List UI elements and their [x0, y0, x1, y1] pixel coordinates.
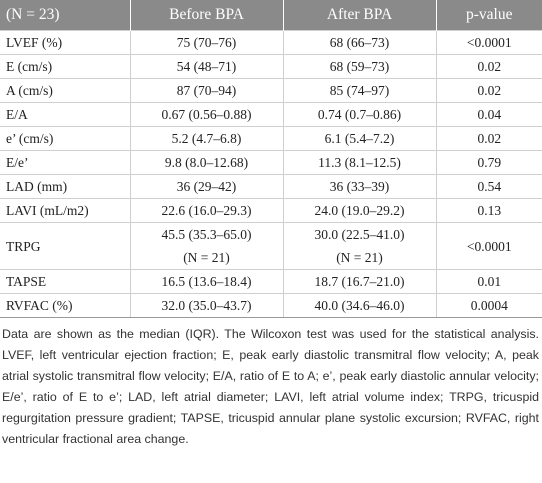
table-cell: 0.02 — [435, 78, 542, 103]
table-cell: 0.0004 — [435, 293, 542, 318]
table-cell: 54 (48–71) — [129, 54, 284, 79]
table-row: E/e’ 9.8 (8.0–12.68) 11.3 (8.1–12.5) 0.79 — [0, 150, 542, 175]
cell-line: 30.0 (22.5–41.0) — [314, 227, 405, 242]
table-row: LAD (mm) 36 (29–42) 36 (33–39) 0.54 — [0, 174, 542, 199]
table-row: LVEF (%) 75 (70–76) 68 (66–73) <0.0001 — [0, 30, 542, 55]
table-cell: 36 (33–39) — [282, 174, 437, 199]
table-cell: LAVI (mL/m2) — [0, 198, 131, 223]
table-cell: 45.5 (35.3–65.0) (N = 21) — [129, 222, 284, 270]
table-cell: 40.0 (34.6–46.0) — [282, 293, 437, 318]
table-cell: 30.0 (22.5–41.0) (N = 21) — [282, 222, 437, 270]
table-cell: 0.13 — [435, 198, 542, 223]
table-cell: 9.8 (8.0–12.68) — [129, 150, 284, 175]
table-row: RVFAC (%) 32.0 (35.0–43.7) 40.0 (34.6–46.0… — [0, 293, 542, 318]
table-cell: 87 (70–94) — [129, 78, 284, 103]
table-cell: E/A — [0, 102, 131, 127]
table-cell: 68 (66–73) — [282, 30, 437, 55]
cell-line: (N = 21) — [336, 250, 383, 265]
table-row: e’ (cm/s) 5.2 (4.7–6.8) 6.1 (5.4–7.2) 0.02 — [0, 126, 542, 151]
table-row: A (cm/s) 87 (70–94) 85 (74–97) 0.02 — [0, 78, 542, 103]
table-cell: 0.67 (0.56–0.88) — [129, 102, 284, 127]
table-cell: LVEF (%) — [0, 30, 131, 55]
table-cell: 68 (59–73) — [282, 54, 437, 79]
header-cell: After BPA — [282, 0, 436, 31]
table-cell: 75 (70–76) — [129, 30, 284, 55]
table-cell: 0.02 — [435, 126, 542, 151]
table-cell: 85 (74–97) — [282, 78, 437, 103]
table-cell: 6.1 (5.4–7.2) — [282, 126, 437, 151]
table-row: E (cm/s) 54 (48–71) 68 (59–73) 0.02 — [0, 54, 542, 79]
table-cell: LAD (mm) — [0, 174, 131, 199]
table-cell: 5.2 (4.7–6.8) — [129, 126, 284, 151]
table-cell: 0.74 (0.7–0.86) — [282, 102, 437, 127]
table-row: E/A 0.67 (0.56–0.88) 0.74 (0.7–0.86) 0.04 — [0, 102, 542, 127]
data-table: (N = 23) Before BPA After BPA p-value LVEF … — [0, 0, 542, 318]
table-cell: 11.3 (8.1–12.5) — [282, 150, 437, 175]
table-cell: 18.7 (16.7–21.0) — [282, 269, 437, 294]
table-cell: 0.01 — [435, 269, 542, 294]
table-cell: <0.0001 — [435, 30, 542, 55]
table-cell: 0.79 — [435, 150, 542, 175]
table-cell: 36 (29–42) — [129, 174, 284, 199]
cell-line: 45.5 (35.3–65.0) — [161, 227, 252, 242]
table-row: LAVI (mL/m2) 22.6 (16.0–29.3) 24.0 (19.0–2… — [0, 198, 542, 223]
table-cell: RVFAC (%) — [0, 293, 131, 318]
table-body: LVEF (%) 75 (70–76) 68 (66–73) <0.0001 E (cm… — [0, 30, 542, 318]
header-row: (N = 23) Before BPA After BPA p-value — [0, 0, 542, 31]
header-cell: Before BPA — [129, 0, 283, 31]
cell-line: (N = 21) — [183, 250, 230, 265]
table-cell: 16.5 (13.6–18.4) — [129, 269, 284, 294]
table-cell: E/e’ — [0, 150, 131, 175]
table-cell: TRPG — [0, 222, 131, 270]
table-cell: E (cm/s) — [0, 54, 131, 79]
table-cell: A (cm/s) — [0, 78, 131, 103]
table-cell: 24.0 (19.0–29.2) — [282, 198, 437, 223]
table-cell: 0.02 — [435, 54, 542, 79]
table-row: TAPSE 16.5 (13.6–18.4) 18.7 (16.7–21.0) 0.0… — [0, 269, 542, 294]
table-cell: 32.0 (35.0–43.7) — [129, 293, 284, 318]
table-row: TRPG 45.5 (35.3–65.0) (N = 21) 30.0 (22.5–4… — [0, 222, 542, 270]
table-cell: 0.54 — [435, 174, 542, 199]
header-cell: p-value — [435, 0, 542, 31]
table-cell: e’ (cm/s) — [0, 126, 131, 151]
footnote: Data are shown as the median (IQR). The … — [2, 327, 539, 446]
header-cell: (N = 23) — [0, 0, 130, 31]
table-cell: 22.6 (16.0–29.3) — [129, 198, 284, 223]
table-cell: <0.0001 — [435, 222, 542, 270]
table-cell: TAPSE — [0, 269, 131, 294]
table-cell: 0.04 — [435, 102, 542, 127]
